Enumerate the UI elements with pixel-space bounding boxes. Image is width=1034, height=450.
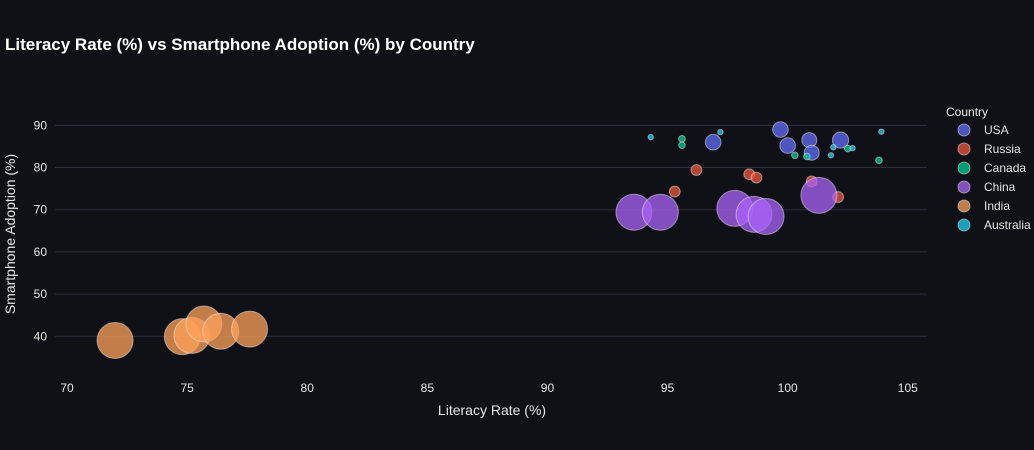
legend-label-australia: Australia bbox=[984, 218, 1031, 232]
x-tick-label: 70 bbox=[60, 381, 74, 395]
x-tick-label: 100 bbox=[778, 381, 798, 395]
data-point-india bbox=[96, 321, 134, 359]
y-tick-label: 80 bbox=[34, 161, 48, 175]
data-point-india bbox=[231, 310, 269, 348]
legend-marker-canada bbox=[957, 161, 971, 175]
x-axis-label: Literacy Rate (%) bbox=[438, 402, 546, 418]
data-point-australia bbox=[878, 128, 885, 135]
x-tick-label: 85 bbox=[421, 381, 435, 395]
data-point-usa bbox=[704, 133, 722, 151]
x-tick-label: 90 bbox=[541, 381, 555, 395]
legend-label-india: India bbox=[984, 199, 1010, 213]
y-tick-label: 60 bbox=[34, 245, 48, 259]
data-point-australia bbox=[849, 144, 856, 152]
legend-marker-russia bbox=[957, 142, 971, 156]
data-point-canada bbox=[875, 156, 883, 165]
data-point-usa bbox=[779, 137, 796, 154]
legend-label-china: China bbox=[984, 180, 1016, 194]
data-point-australia bbox=[830, 144, 837, 151]
legend-label-russia: Russia bbox=[984, 142, 1021, 156]
legend: Country USA Russia Canada China India Austral… bbox=[946, 105, 1031, 232]
y-tick-label: 90 bbox=[34, 118, 48, 132]
data-point-russia bbox=[750, 171, 763, 184]
y-tick-label: 40 bbox=[34, 329, 48, 343]
y-tick-label: 70 bbox=[34, 203, 48, 217]
data-point-canada bbox=[803, 152, 811, 161]
legend-label-canada: Canada bbox=[984, 161, 1026, 175]
data-point-china bbox=[800, 176, 838, 214]
y-tick-label: 50 bbox=[34, 287, 48, 301]
legend-marker-india bbox=[957, 199, 971, 213]
data-point-usa bbox=[772, 121, 789, 138]
axis-ticks: 40 50 60 70 80 90 70 75 80 85 90 95 100 105 bbox=[34, 118, 918, 395]
legend-label-usa: USA bbox=[984, 123, 1009, 137]
data-point-russia bbox=[668, 185, 681, 198]
data-point-australia bbox=[827, 152, 835, 159]
chart-title: Literacy Rate (%) vs Smartphone Adoption… bbox=[5, 35, 475, 54]
legend-marker-usa bbox=[957, 123, 971, 137]
x-tick-label: 95 bbox=[661, 381, 675, 395]
y-axis-label: Smartphone Adoption (%) bbox=[2, 154, 18, 314]
x-tick-label: 105 bbox=[898, 381, 918, 395]
legend-title: Country bbox=[946, 105, 988, 119]
data-point-canada bbox=[678, 135, 686, 143]
grid bbox=[55, 124, 927, 337]
data-point-canada bbox=[678, 141, 686, 149]
legend-marker-australia bbox=[957, 218, 971, 232]
data-point-australia bbox=[717, 128, 724, 136]
data-point-canada bbox=[791, 151, 799, 160]
x-tick-label: 75 bbox=[180, 381, 194, 395]
data-point-australia bbox=[647, 133, 654, 141]
x-tick-label: 80 bbox=[301, 381, 315, 395]
data-point-usa bbox=[831, 131, 850, 149]
data-point-china bbox=[641, 193, 679, 231]
data-point-russia bbox=[690, 164, 703, 176]
data-points bbox=[96, 121, 885, 359]
data-point-china bbox=[747, 197, 785, 235]
legend-marker-china bbox=[957, 180, 971, 194]
